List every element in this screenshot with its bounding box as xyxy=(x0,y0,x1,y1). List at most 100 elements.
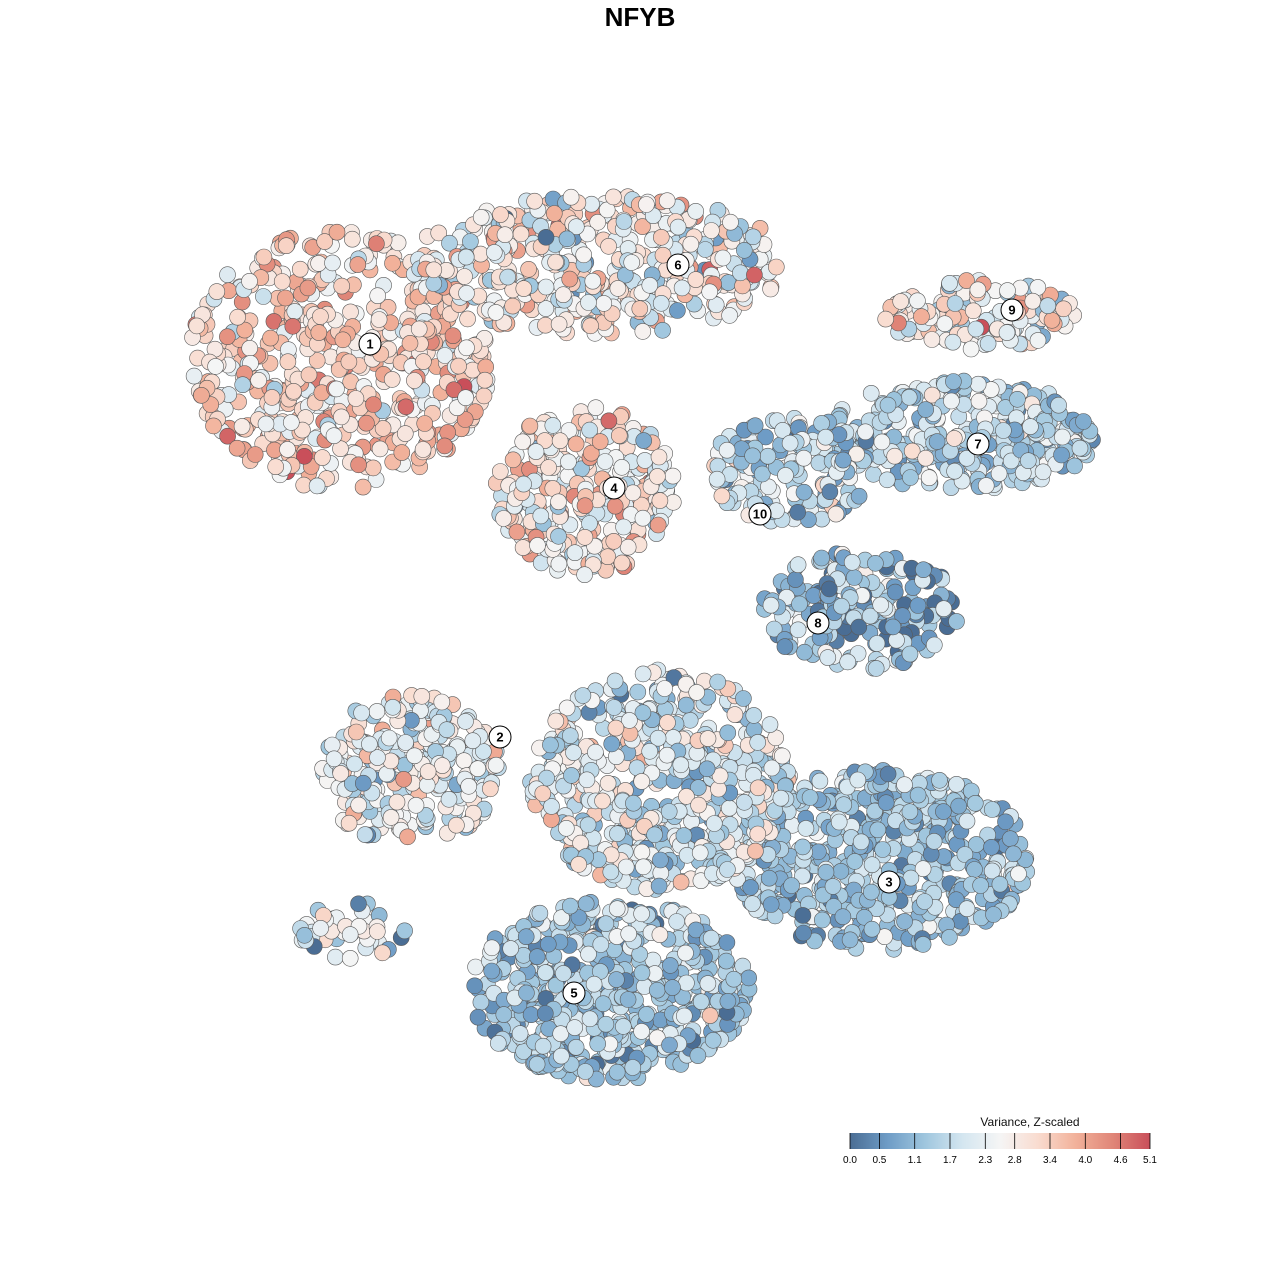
data-point xyxy=(273,273,291,290)
data-point xyxy=(228,439,246,457)
data-point xyxy=(633,905,650,923)
data-point xyxy=(944,333,962,351)
data-point xyxy=(333,408,350,426)
cluster-label-text: 4 xyxy=(610,481,618,496)
data-point xyxy=(581,1010,599,1028)
data-point xyxy=(688,684,706,701)
data-point xyxy=(633,773,651,790)
data-point xyxy=(943,392,960,410)
data-point xyxy=(487,304,505,321)
data-point xyxy=(589,214,607,231)
data-point xyxy=(650,877,668,895)
data-point xyxy=(504,451,522,469)
data-point xyxy=(457,713,474,730)
data-point xyxy=(749,779,767,797)
data-point xyxy=(282,414,300,431)
data-point xyxy=(945,430,963,447)
data-point xyxy=(552,1025,570,1042)
data-point xyxy=(821,483,839,501)
data-point xyxy=(958,449,976,467)
data-point xyxy=(811,772,829,790)
data-point xyxy=(669,218,687,236)
data-point xyxy=(554,286,572,304)
data-point xyxy=(863,856,881,874)
data-point xyxy=(761,716,779,733)
data-point xyxy=(578,771,596,789)
data-point xyxy=(361,735,378,753)
data-point xyxy=(985,906,1002,923)
data-point xyxy=(774,421,792,439)
data-point xyxy=(1075,413,1092,430)
data-point xyxy=(970,392,988,410)
data-point xyxy=(849,771,867,789)
data-point xyxy=(492,206,509,223)
data-point xyxy=(787,571,804,588)
data-point xyxy=(563,767,580,784)
cluster-label-5: 5 xyxy=(562,981,586,1005)
data-point xyxy=(744,447,761,465)
data-point xyxy=(946,462,963,480)
data-point xyxy=(789,556,807,574)
data-point xyxy=(678,974,695,992)
data-point xyxy=(615,213,633,230)
data-point xyxy=(370,311,388,328)
data-point xyxy=(958,812,976,830)
data-point xyxy=(617,858,635,876)
data-point xyxy=(233,418,251,435)
data-point xyxy=(529,537,546,554)
data-point xyxy=(300,366,318,384)
data-point xyxy=(991,875,1009,893)
data-point xyxy=(735,690,752,707)
data-point xyxy=(834,451,852,469)
data-point xyxy=(393,444,411,461)
data-point xyxy=(744,228,762,246)
data-point xyxy=(983,838,1000,856)
data-point xyxy=(658,192,676,209)
data-point xyxy=(341,926,359,943)
colorbar-tick-label: 0.0 xyxy=(843,1155,857,1166)
data-point xyxy=(561,727,579,745)
data-point xyxy=(867,554,884,572)
data-point xyxy=(603,735,621,753)
data-point xyxy=(817,428,835,446)
data-point xyxy=(917,449,935,467)
data-point xyxy=(948,775,965,793)
data-point xyxy=(496,226,514,243)
data-point xyxy=(567,1039,585,1056)
data-point xyxy=(648,981,666,999)
data-point xyxy=(783,877,800,894)
data-point xyxy=(542,736,559,754)
data-point xyxy=(672,873,690,891)
data-point xyxy=(291,260,309,278)
data-point xyxy=(608,900,626,918)
data-point xyxy=(560,453,577,471)
data-point xyxy=(565,744,582,761)
data-point xyxy=(508,523,526,541)
data-point xyxy=(661,1036,678,1054)
cluster-label-text: 9 xyxy=(1008,303,1015,318)
data-point xyxy=(458,284,475,302)
data-point xyxy=(634,509,652,527)
data-point xyxy=(539,935,557,953)
data-point xyxy=(830,813,848,831)
data-point xyxy=(448,816,465,834)
data-point xyxy=(998,324,1016,341)
data-point xyxy=(600,412,618,430)
data-point xyxy=(747,842,764,860)
data-point xyxy=(382,809,400,826)
data-point xyxy=(296,926,313,944)
data-point xyxy=(923,386,941,404)
data-point xyxy=(285,382,302,400)
data-point xyxy=(397,734,414,751)
data-point xyxy=(795,483,813,501)
data-point xyxy=(765,620,783,638)
data-point xyxy=(698,760,716,778)
data-point xyxy=(545,205,563,222)
data-point xyxy=(850,487,868,505)
data-point xyxy=(605,699,623,716)
data-point xyxy=(567,435,585,453)
data-point xyxy=(550,493,567,511)
data-point xyxy=(534,785,552,802)
data-point xyxy=(534,1037,552,1055)
data-point xyxy=(656,680,673,697)
